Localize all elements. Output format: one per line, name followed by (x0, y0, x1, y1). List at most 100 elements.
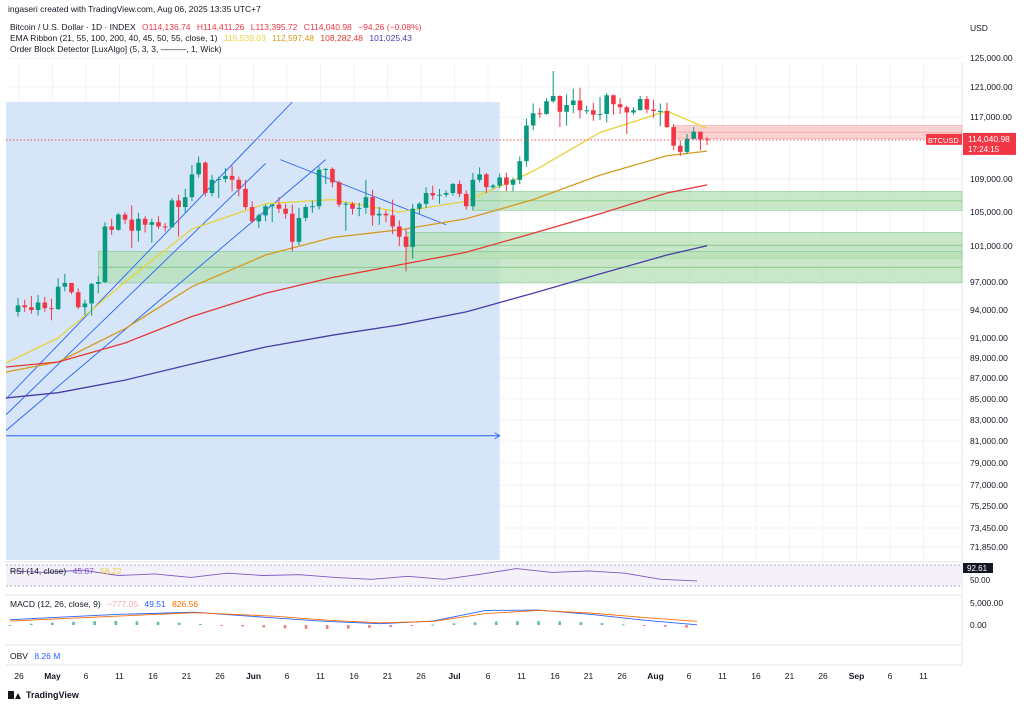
candle-body (564, 105, 569, 112)
macd-hist-bar (114, 621, 118, 625)
time-tick-label: 26 (14, 671, 24, 681)
price-tick-label: 79,000.00 (970, 458, 1008, 468)
candle-body (671, 127, 676, 146)
price-tick-label: 121,000.00 (970, 82, 1013, 92)
price-tick-label: 75,250.00 (970, 501, 1008, 511)
macd-hist-bar (473, 622, 477, 625)
time-tick-label: 21 (182, 671, 192, 681)
candle-body (42, 302, 48, 309)
candle-body (417, 203, 422, 209)
candle-body (129, 219, 135, 231)
candle-body (276, 204, 282, 209)
time-axis: 26 May 6 11 16 21 26 Jun 6 11 16 21 26 Jul 6 11 16 21 26 Au… (14, 671, 928, 681)
candle-body (196, 162, 201, 175)
candle-body (430, 193, 436, 196)
ema-value-55: 112,597.48 (272, 33, 315, 43)
candle-body (530, 113, 536, 126)
candle-body (256, 215, 262, 222)
time-tick-label: Jul (448, 671, 460, 681)
currency-label: USD (970, 23, 988, 33)
time-tick-label: 16 (349, 671, 359, 681)
macd-hist-bar (558, 621, 561, 625)
candle-body (236, 179, 242, 189)
ohlc-close: C114,040.98 (303, 22, 352, 32)
macd-legend[interactable]: MACD (12, 26, close, 9) −777.05 49.51 82… (10, 599, 202, 609)
candle-body (591, 110, 596, 115)
candle-body (89, 283, 94, 304)
obv-legend[interactable]: OBV 8.26 M (10, 651, 64, 661)
price-tick-label: 94,000.00 (970, 305, 1008, 315)
candle-body (303, 207, 308, 218)
rsi-line (9, 568, 698, 582)
candle-body (678, 145, 683, 152)
candle-body (283, 208, 288, 214)
candle-body (209, 179, 215, 194)
ema-legend[interactable]: EMA Ribbon (21, 55, 100, 200, 40, 45, 50… (10, 33, 416, 43)
candle-body (229, 175, 235, 180)
candle-body (584, 110, 589, 112)
macd-hist-bar (431, 624, 435, 626)
time-tick-label: 21 (383, 671, 393, 681)
candle-body (524, 125, 529, 162)
candle-body (376, 213, 382, 216)
price-tick-label: 77,000.00 (970, 480, 1008, 490)
macd-hist-bar (51, 622, 54, 625)
time-tick-label: 6 (486, 671, 491, 681)
candle-body (116, 214, 121, 230)
price-tick-label: 87,000.00 (970, 373, 1008, 383)
candle-body (323, 168, 329, 170)
candle-body (62, 282, 68, 287)
time-tick-label: 26 (416, 671, 426, 681)
candle-body (577, 100, 583, 111)
time-tick-label: Aug (647, 671, 664, 681)
candle-body (169, 200, 175, 228)
candle-body (504, 177, 509, 185)
candle-body (443, 193, 449, 195)
candle-body (383, 213, 389, 216)
price-tick-label: 89,000.00 (970, 353, 1008, 363)
macd-hist-bar (621, 624, 625, 626)
ema-label: EMA Ribbon (21, 55, 100, 200, 40, 45, 50… (10, 33, 218, 43)
macd-hist-bar (410, 625, 414, 626)
tradingview-footer[interactable]: TradingView (8, 690, 79, 700)
macd-hist-bar (347, 625, 350, 629)
symbol-legend[interactable]: Bitcoin / U.S. Dollar · 1D · INDEX O114,… (10, 22, 426, 32)
macd-hist-bar (600, 623, 604, 625)
macd-hist-bar (304, 625, 308, 629)
candles (15, 71, 710, 321)
time-tick-label: 21 (584, 671, 594, 681)
candle-body (350, 203, 355, 209)
candle-body (450, 183, 456, 194)
candle-body (162, 226, 168, 228)
macd-signal-line (9, 610, 698, 624)
candle-body (698, 131, 703, 140)
ema-value-200: 101,025.43 (369, 33, 412, 43)
order-block-legend[interactable]: Order Block Detector [LuxAlgo] (5, 3, 3,… (10, 44, 226, 54)
date-range-fill (6, 102, 500, 560)
rsi-legend[interactable]: RSI (14, close) 45.87 58.22 (10, 566, 126, 576)
price-tick-label: 71,850.00 (970, 542, 1008, 552)
macd-hist-value: −777.05 (107, 599, 139, 609)
candle-body (390, 215, 395, 227)
price-tick-label: 101,000.00 (970, 241, 1013, 251)
candle-body (617, 104, 623, 108)
price-tick-label: 91,000.00 (970, 333, 1008, 343)
rsi-band (6, 565, 962, 586)
candle-body (182, 197, 188, 208)
candle-body (289, 213, 295, 242)
candle-body (644, 99, 650, 110)
obv-value: 8.26 M (34, 651, 61, 661)
rsi-axis-label: 50.00 (970, 576, 991, 585)
date-range-box (6, 102, 500, 560)
countdown-value: 17:24:15 (968, 145, 1000, 154)
candle-body (363, 197, 369, 208)
macd-axis-zero: 0.00 (970, 620, 987, 630)
candle-body (550, 96, 556, 102)
candle-body (497, 177, 502, 186)
candle-body (691, 131, 696, 139)
macd-hist-bar (93, 621, 96, 625)
ohlc-low: L113,395.72 (250, 22, 298, 32)
symbol-badge (926, 133, 962, 145)
